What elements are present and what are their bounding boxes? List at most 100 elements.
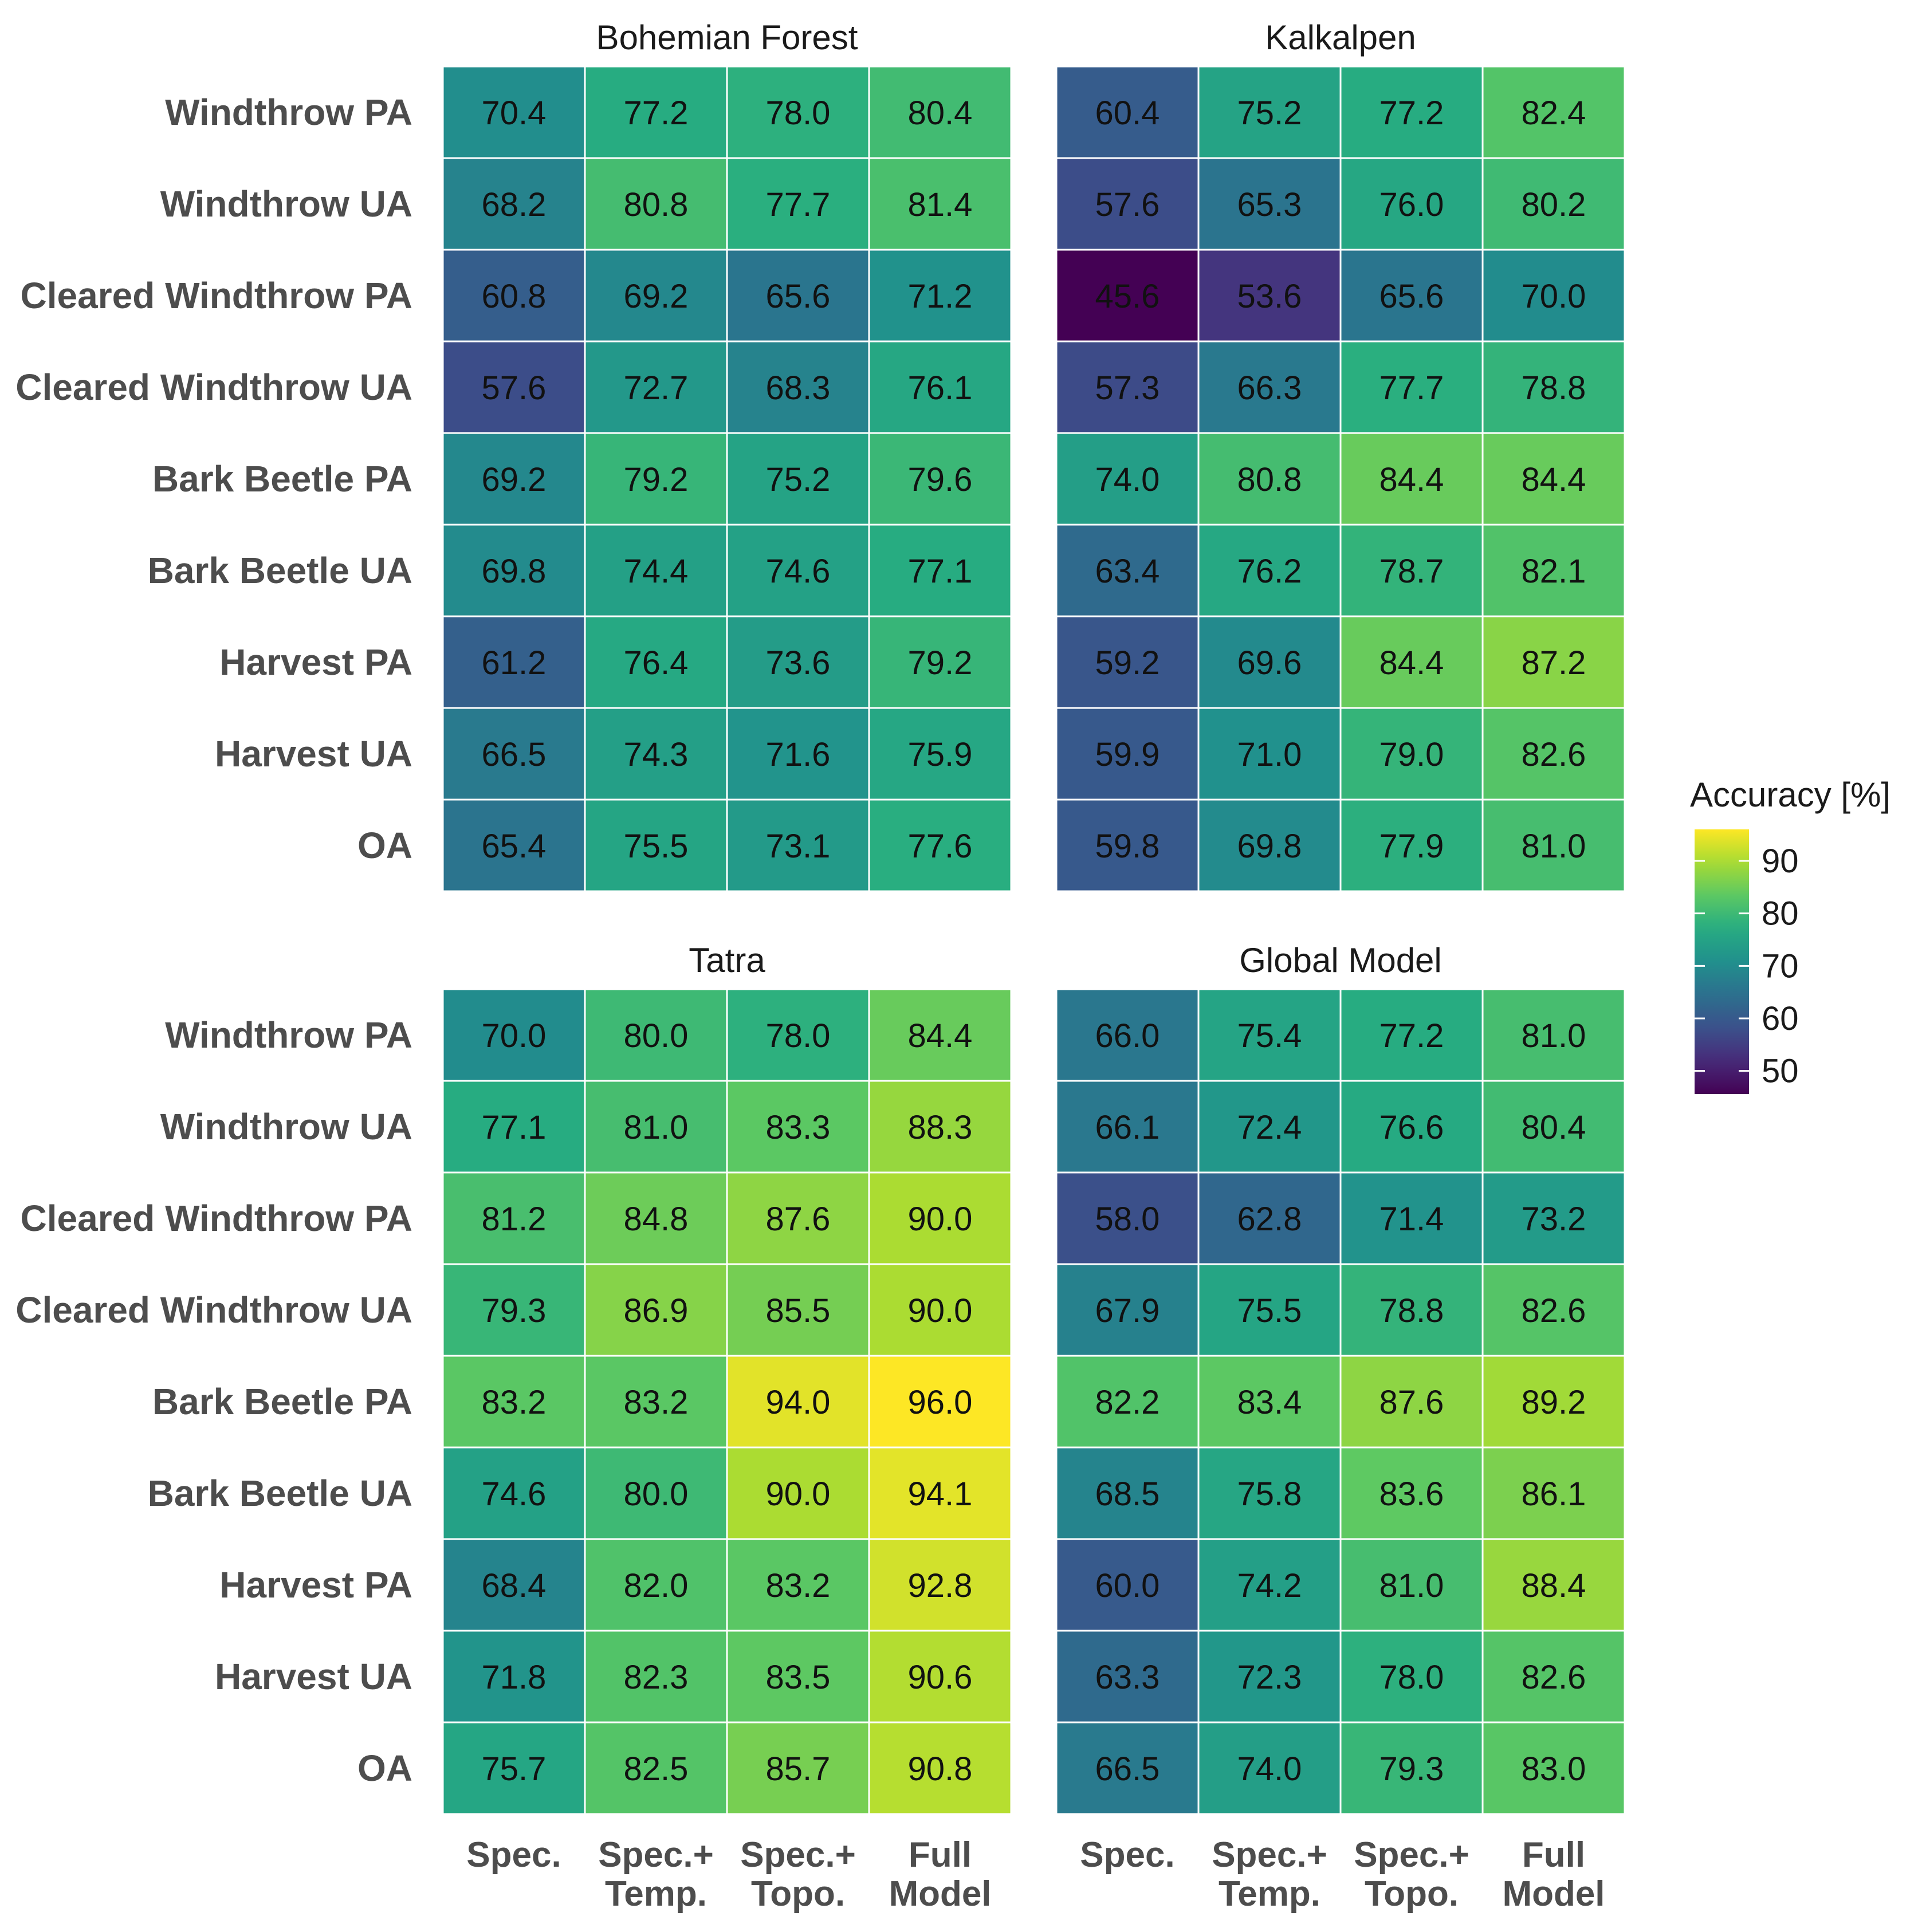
column-label-full-model: Full Model bbox=[889, 1835, 991, 1914]
heatmap-cell bbox=[726, 988, 870, 1082]
cell-value-label: 74.0 bbox=[1237, 1750, 1302, 1788]
cell-value-label: 75.9 bbox=[908, 736, 973, 773]
cell-value-label: 72.3 bbox=[1237, 1659, 1302, 1696]
cell-value-label: 75.8 bbox=[1237, 1475, 1302, 1513]
heatmap-cell bbox=[1481, 798, 1626, 892]
cell-value-label: 83.2 bbox=[766, 1567, 831, 1604]
cell-value-label: 60.4 bbox=[1095, 95, 1160, 132]
cell-value-label: 68.2 bbox=[482, 186, 547, 223]
cell-value-label: 66.0 bbox=[1095, 1017, 1160, 1054]
cell-value-label: 61.2 bbox=[482, 644, 547, 682]
heatmap-cell bbox=[1197, 1630, 1342, 1724]
heatmap-cell bbox=[1339, 1171, 1484, 1265]
row-label-cleared-windthrow-ua: Cleared Windthrow UA bbox=[15, 1289, 412, 1331]
colorbar-tick-label: 60 bbox=[1762, 1000, 1799, 1037]
heatmap-cell bbox=[868, 988, 1012, 1082]
heatmap-cell bbox=[442, 707, 586, 801]
heatmap-cell bbox=[1481, 615, 1626, 709]
heatmap-cell bbox=[1481, 1263, 1626, 1357]
row-label-cleared-windthrow-pa: Cleared Windthrow PA bbox=[21, 1198, 413, 1239]
cell-value-label: 94.0 bbox=[766, 1384, 831, 1421]
row-label-cleared-windthrow-ua: Cleared Windthrow UA bbox=[15, 367, 412, 408]
heatmap-cell bbox=[1055, 1446, 1200, 1540]
heatmap-cell bbox=[1481, 432, 1626, 526]
heatmap-cell bbox=[868, 1446, 1012, 1540]
heatmap-cell bbox=[1339, 340, 1484, 434]
cell-value-label: 83.2 bbox=[624, 1384, 689, 1421]
heatmap-cell bbox=[1481, 65, 1626, 159]
heatmap-cell bbox=[1055, 1263, 1200, 1357]
panel-title: Kalkalpen bbox=[1265, 18, 1416, 57]
cell-value-label: 75.5 bbox=[624, 828, 689, 865]
cell-value-label: 71.6 bbox=[766, 736, 831, 773]
cell-value-label: 75.4 bbox=[1237, 1017, 1302, 1054]
row-label-windthrow-pa: Windthrow PA bbox=[165, 92, 412, 133]
row-label-harvest-pa: Harvest PA bbox=[219, 642, 412, 683]
cell-value-label: 59.2 bbox=[1095, 644, 1160, 682]
heatmap-cell bbox=[1339, 249, 1484, 343]
cell-value-label: 70.4 bbox=[482, 95, 547, 132]
heatmap-cell bbox=[1197, 157, 1342, 251]
heatmap-cell bbox=[868, 1171, 1012, 1265]
cell-value-label: 72.7 bbox=[624, 369, 689, 407]
cell-value-label: 96.0 bbox=[908, 1384, 973, 1421]
heatmap-cell bbox=[868, 798, 1012, 892]
heatmap-cell bbox=[1339, 1355, 1484, 1449]
cell-value-label: 71.4 bbox=[1379, 1201, 1444, 1238]
colorbar bbox=[1695, 829, 1749, 1094]
heatmap-cell bbox=[584, 1630, 728, 1724]
column-label-spec: Spec. bbox=[466, 1835, 561, 1875]
cell-value-label: 82.6 bbox=[1522, 736, 1586, 773]
heatmap-cell bbox=[584, 249, 728, 343]
heatmap-cell bbox=[1197, 1538, 1342, 1632]
cell-value-label: 84.4 bbox=[1379, 461, 1444, 498]
cell-value-label: 81.2 bbox=[482, 1201, 547, 1238]
cell-value-label: 83.5 bbox=[766, 1659, 831, 1696]
heatmap-cell bbox=[1481, 1355, 1626, 1449]
row-label-bark-beetle-ua: Bark Beetle UA bbox=[148, 1473, 412, 1514]
cell-value-label: 76.6 bbox=[1379, 1109, 1444, 1146]
heatmap-cell bbox=[1339, 707, 1484, 801]
heatmap-cell bbox=[584, 1080, 728, 1174]
cell-value-label: 74.3 bbox=[624, 736, 689, 773]
cell-value-label: 81.0 bbox=[1522, 828, 1586, 865]
cell-value-label: 71.8 bbox=[482, 1659, 547, 1696]
heatmap-cell bbox=[1339, 1446, 1484, 1540]
cell-value-label: 83.3 bbox=[766, 1109, 831, 1146]
cell-value-label: 76.0 bbox=[1379, 186, 1444, 223]
cell-value-label: 81.0 bbox=[1522, 1017, 1586, 1054]
cell-value-label: 78.0 bbox=[1379, 1659, 1444, 1696]
heatmap-cell bbox=[726, 615, 870, 709]
panel-kalkalpen: Kalkalpen 60.4 75.2 77.2 82.4 57.6 65.3 76.0 80.… bbox=[1055, 18, 1626, 892]
column-label-spec: Spec. bbox=[1080, 1835, 1174, 1875]
heatmap-cell bbox=[1481, 340, 1626, 434]
cell-value-label: 77.7 bbox=[1379, 369, 1444, 407]
heatmap-cell bbox=[868, 249, 1012, 343]
heatmap-cell bbox=[442, 65, 586, 159]
heatmap-cell bbox=[1055, 249, 1200, 343]
cell-value-label: 82.4 bbox=[1522, 95, 1586, 132]
heatmap-cell bbox=[584, 65, 728, 159]
cell-value-label: 77.2 bbox=[1379, 1017, 1444, 1054]
heatmap-cell bbox=[584, 340, 728, 434]
row-label-cleared-windthrow-pa: Cleared Windthrow PA bbox=[21, 275, 413, 316]
heatmap-cell bbox=[584, 798, 728, 892]
cell-value-label: 83.6 bbox=[1379, 1475, 1444, 1513]
heatmap-cell bbox=[726, 1538, 870, 1632]
heatmap-cell bbox=[442, 1355, 586, 1449]
cell-value-label: 59.9 bbox=[1095, 736, 1160, 773]
cell-value-label: 77.1 bbox=[482, 1109, 547, 1146]
cell-value-label: 76.4 bbox=[624, 644, 689, 682]
legend: Accuracy [%] 90 80 70 60 50 bbox=[1690, 776, 1891, 1094]
heatmap-cell bbox=[1339, 157, 1484, 251]
heatmap-cell bbox=[442, 1538, 586, 1632]
heatmap-cell bbox=[726, 1080, 870, 1174]
cell-value-label: 80.4 bbox=[908, 95, 973, 132]
cell-value-label: 65.3 bbox=[1237, 186, 1302, 223]
heatmap-cell bbox=[1481, 1630, 1626, 1724]
heatmap-cell bbox=[442, 1721, 586, 1815]
cell-value-label: 83.0 bbox=[1522, 1750, 1586, 1788]
heatmap-cell bbox=[726, 1263, 870, 1357]
heatmap-cell bbox=[726, 1355, 870, 1449]
cell-value-label: 75.5 bbox=[1237, 1292, 1302, 1329]
